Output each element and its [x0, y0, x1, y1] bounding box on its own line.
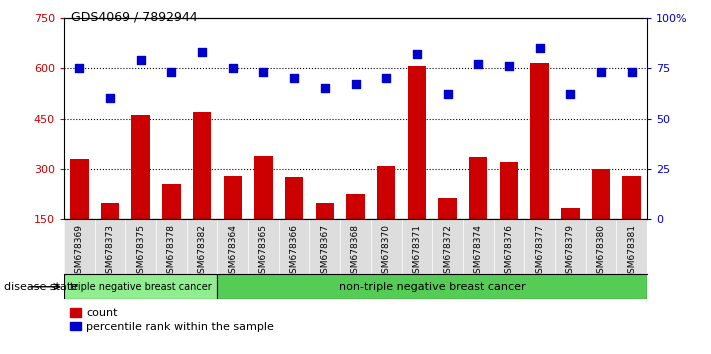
Text: GSM678381: GSM678381 — [627, 224, 636, 279]
Text: GSM678368: GSM678368 — [351, 224, 360, 279]
Point — [227, 65, 238, 71]
Point — [166, 69, 177, 75]
Text: GSM678365: GSM678365 — [259, 224, 268, 279]
Bar — [439, 198, 456, 270]
Bar — [500, 162, 518, 270]
Text: GSM678372: GSM678372 — [443, 224, 452, 279]
Text: GSM678379: GSM678379 — [566, 224, 574, 279]
Bar — [592, 169, 610, 270]
Point — [289, 75, 300, 81]
Bar — [622, 176, 641, 270]
Text: GSM678382: GSM678382 — [198, 224, 207, 279]
Text: GSM678367: GSM678367 — [321, 224, 329, 279]
Text: GSM678373: GSM678373 — [105, 224, 114, 279]
Point — [258, 69, 269, 75]
Text: GSM678369: GSM678369 — [75, 224, 84, 279]
Point — [626, 69, 637, 75]
Point — [503, 63, 515, 69]
Bar — [285, 177, 304, 270]
Bar — [218, 274, 647, 299]
Bar — [561, 208, 579, 270]
Point — [534, 45, 545, 51]
Text: GSM678377: GSM678377 — [535, 224, 544, 279]
Bar — [377, 166, 395, 270]
Text: GSM678370: GSM678370 — [382, 224, 390, 279]
Bar — [223, 176, 242, 270]
Bar — [316, 202, 334, 270]
Bar — [346, 194, 365, 270]
Bar — [162, 184, 181, 270]
Point — [350, 81, 361, 87]
Bar — [469, 157, 488, 270]
Point — [595, 69, 606, 75]
Bar — [407, 67, 426, 270]
Text: GDS4069 / 7892944: GDS4069 / 7892944 — [71, 11, 198, 24]
Text: GSM678371: GSM678371 — [412, 224, 422, 279]
Text: disease state: disease state — [4, 282, 77, 292]
Bar — [101, 202, 119, 270]
Text: GSM678375: GSM678375 — [137, 224, 145, 279]
Point — [196, 49, 208, 55]
Text: GSM678376: GSM678376 — [504, 224, 513, 279]
Text: GSM678380: GSM678380 — [597, 224, 606, 279]
Legend: count, percentile rank within the sample: count, percentile rank within the sample — [70, 308, 274, 332]
Point — [411, 51, 422, 57]
Point — [473, 61, 484, 67]
Bar — [70, 159, 89, 270]
Bar — [193, 112, 211, 270]
Text: non-triple negative breast cancer: non-triple negative breast cancer — [339, 282, 525, 292]
Text: GSM678364: GSM678364 — [228, 224, 237, 279]
Bar — [530, 63, 549, 270]
Text: GSM678366: GSM678366 — [289, 224, 299, 279]
Point — [565, 92, 576, 97]
Text: GSM678378: GSM678378 — [167, 224, 176, 279]
Text: GSM678374: GSM678374 — [474, 224, 483, 279]
Point — [105, 96, 116, 101]
Point — [135, 57, 146, 63]
Bar — [64, 274, 218, 299]
Text: triple negative breast cancer: triple negative breast cancer — [70, 282, 212, 292]
Point — [380, 75, 392, 81]
Point — [442, 92, 453, 97]
Bar — [255, 155, 272, 270]
Point — [319, 85, 331, 91]
Bar — [132, 115, 150, 270]
Point — [74, 65, 85, 71]
